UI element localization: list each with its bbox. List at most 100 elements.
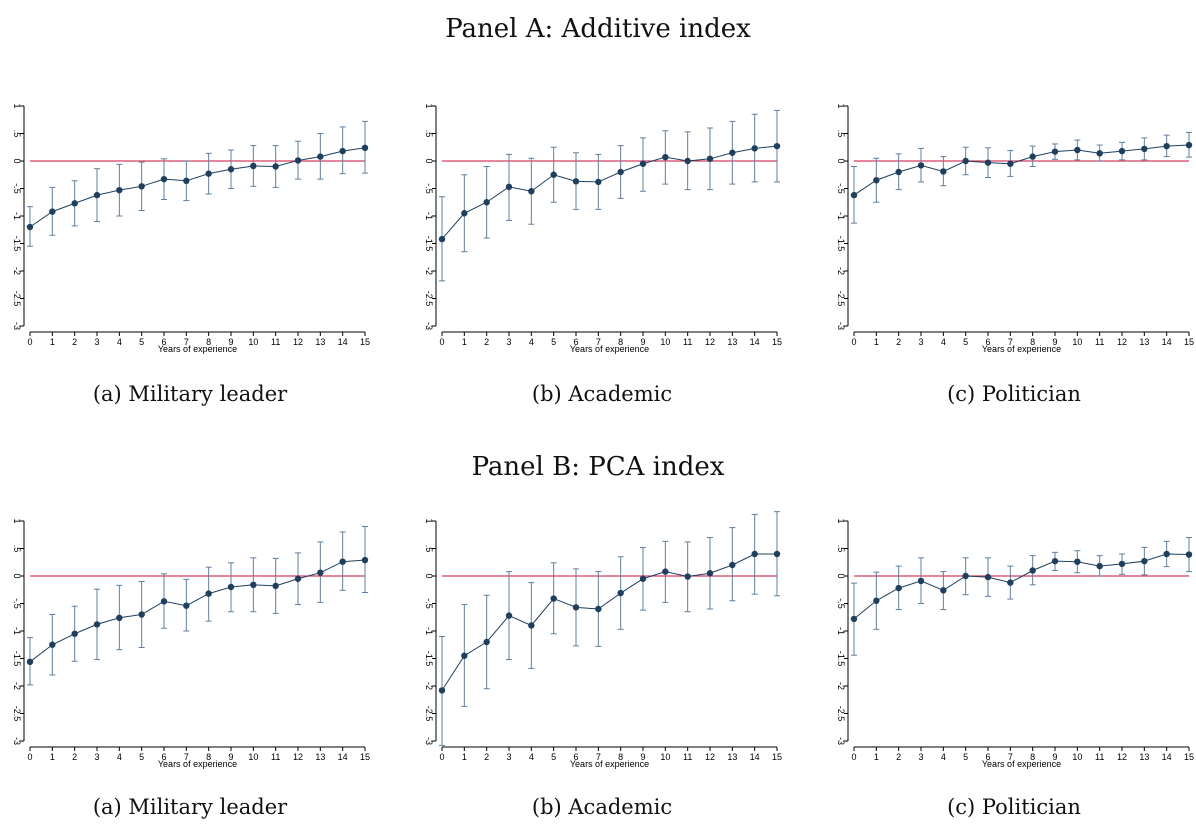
caption-panel-b-military-leader: (a) Military leader bbox=[92, 795, 288, 819]
y-tick-label: -2.5 bbox=[836, 291, 846, 307]
x-tick-label: 14 bbox=[750, 752, 760, 762]
y-tick-label: -3 bbox=[424, 737, 434, 745]
x-tick-label: 8 bbox=[206, 337, 211, 347]
x-tick-label: 12 bbox=[293, 752, 303, 762]
data-point bbox=[528, 622, 535, 629]
y-tick-label: -.5 bbox=[836, 183, 846, 194]
data-point bbox=[227, 166, 235, 173]
y-tick-label: -.5 bbox=[424, 598, 434, 609]
data-point bbox=[461, 210, 468, 217]
caption-panel-a-military-leader: (a) Military leader bbox=[92, 382, 288, 406]
x-tick-label: 4 bbox=[117, 337, 122, 347]
x-axis-title: Years of experience bbox=[570, 759, 649, 769]
caption-panel-b-academic: (b) Academic bbox=[531, 795, 673, 819]
y-tick-label: -2 bbox=[424, 267, 434, 275]
y-tick-label: -2 bbox=[12, 267, 22, 275]
data-point bbox=[595, 178, 602, 186]
chart-panel-b-academic: 1.50-.5-1-1.5-2-2.5-30 1 2 3 4 5 6 7 8 9 10 11 12 13 1… bbox=[424, 511, 782, 769]
data-point bbox=[873, 597, 880, 604]
x-tick-label: 10 bbox=[1072, 752, 1082, 762]
y-tick-label: 0 bbox=[12, 573, 22, 578]
y-tick-label: -.5 bbox=[424, 183, 434, 194]
data-point bbox=[483, 638, 490, 646]
data-point bbox=[528, 188, 535, 195]
y-tick-label: -1 bbox=[424, 212, 434, 220]
data-point bbox=[550, 595, 557, 602]
y-tick-label: -3 bbox=[836, 737, 846, 745]
y-tick-label: -1.5 bbox=[424, 651, 434, 667]
data-point bbox=[505, 183, 513, 191]
x-tick-label: 5 bbox=[139, 752, 144, 762]
data-point bbox=[662, 568, 669, 575]
y-tick-label: -1.5 bbox=[424, 236, 434, 252]
x-tick-label: 11 bbox=[683, 337, 692, 347]
x-tick-label: 10 bbox=[660, 337, 670, 347]
y-tick-label: 0 bbox=[836, 158, 846, 163]
data-point bbox=[617, 168, 624, 176]
data-point bbox=[850, 615, 858, 623]
chart-panel-b-military-leader: 1.50-.5-1-1.5-2-2.5-30 1 2 3 4 5 6 7 8 9 10 11 12 13 1… bbox=[12, 518, 370, 769]
x-tick-label: 3 bbox=[94, 337, 99, 347]
data-point bbox=[1074, 146, 1081, 154]
x-tick-label: 4 bbox=[529, 752, 534, 762]
series-line bbox=[441, 145, 778, 240]
data-point bbox=[138, 183, 145, 190]
x-tick-label: 2 bbox=[72, 337, 77, 347]
data-point bbox=[183, 177, 190, 184]
data-point bbox=[917, 162, 925, 169]
x-axis-title: Years of experience bbox=[982, 759, 1061, 769]
y-tick-label: -2.5 bbox=[424, 706, 434, 722]
x-tick-label: 13 bbox=[315, 752, 325, 762]
data-point bbox=[1029, 567, 1036, 574]
x-tick-label: 14 bbox=[1162, 337, 1172, 347]
x-tick-label: 6 bbox=[161, 337, 166, 347]
y-tick-label: 0 bbox=[424, 573, 434, 578]
y-tick-label: 1 bbox=[424, 518, 434, 523]
data-point bbox=[361, 144, 369, 151]
data-point bbox=[1007, 579, 1014, 586]
y-tick-label: -1.5 bbox=[836, 236, 846, 252]
data-point bbox=[617, 589, 624, 597]
x-tick-label: 10 bbox=[248, 337, 258, 347]
data-point bbox=[49, 208, 56, 215]
x-tick-label: 15 bbox=[1184, 337, 1194, 347]
x-tick-label: 1 bbox=[874, 337, 879, 347]
data-point bbox=[227, 583, 235, 591]
data-point bbox=[26, 223, 34, 231]
data-point bbox=[639, 575, 647, 582]
x-tick-label: 9 bbox=[228, 752, 233, 762]
x-tick-label: 15 bbox=[360, 752, 370, 762]
data-point bbox=[873, 177, 880, 184]
y-tick-label: -1 bbox=[836, 212, 846, 220]
data-point bbox=[361, 556, 369, 564]
x-tick-label: 3 bbox=[506, 752, 511, 762]
y-tick-label: -1 bbox=[12, 627, 22, 635]
x-tick-label: 3 bbox=[94, 752, 99, 762]
y-tick-label: 1 bbox=[836, 103, 846, 108]
x-tick-label: 1 bbox=[462, 752, 467, 762]
data-point bbox=[294, 157, 302, 164]
chart-panel-a-politician: 1.50-.5-1-1.5-2-2.5-30 1 2 3 4 5 6 7 8 9 10 11 12 13 1… bbox=[836, 103, 1194, 354]
x-tick-label: 0 bbox=[439, 752, 444, 762]
x-tick-label: 4 bbox=[941, 752, 946, 762]
panel-b-title: Panel B: PCA index bbox=[471, 452, 725, 482]
data-point bbox=[1118, 147, 1126, 155]
x-tick-label: 3 bbox=[918, 337, 923, 347]
x-tick-label: 15 bbox=[360, 337, 370, 347]
y-tick-label: -1 bbox=[12, 212, 22, 220]
chart-panel-b-politician: 1.50-.5-1-1.5-2-2.5-30 1 2 3 4 5 6 7 8 9 10 11 12 13 1… bbox=[836, 518, 1194, 769]
x-tick-label: 6 bbox=[161, 752, 166, 762]
x-tick-label: 4 bbox=[529, 337, 534, 347]
y-tick-label: -1.5 bbox=[12, 236, 22, 252]
x-tick-label: 7 bbox=[1008, 752, 1013, 762]
x-tick-label: 13 bbox=[727, 752, 737, 762]
x-tick-label: 0 bbox=[851, 337, 856, 347]
data-point bbox=[272, 582, 279, 590]
x-tick-label: 4 bbox=[117, 752, 122, 762]
data-point bbox=[729, 149, 736, 156]
x-tick-label: 8 bbox=[618, 337, 623, 347]
data-point bbox=[1163, 550, 1170, 558]
data-point bbox=[1007, 160, 1014, 167]
x-tick-label: 1 bbox=[462, 337, 467, 347]
y-tick-label: -3 bbox=[12, 322, 22, 330]
